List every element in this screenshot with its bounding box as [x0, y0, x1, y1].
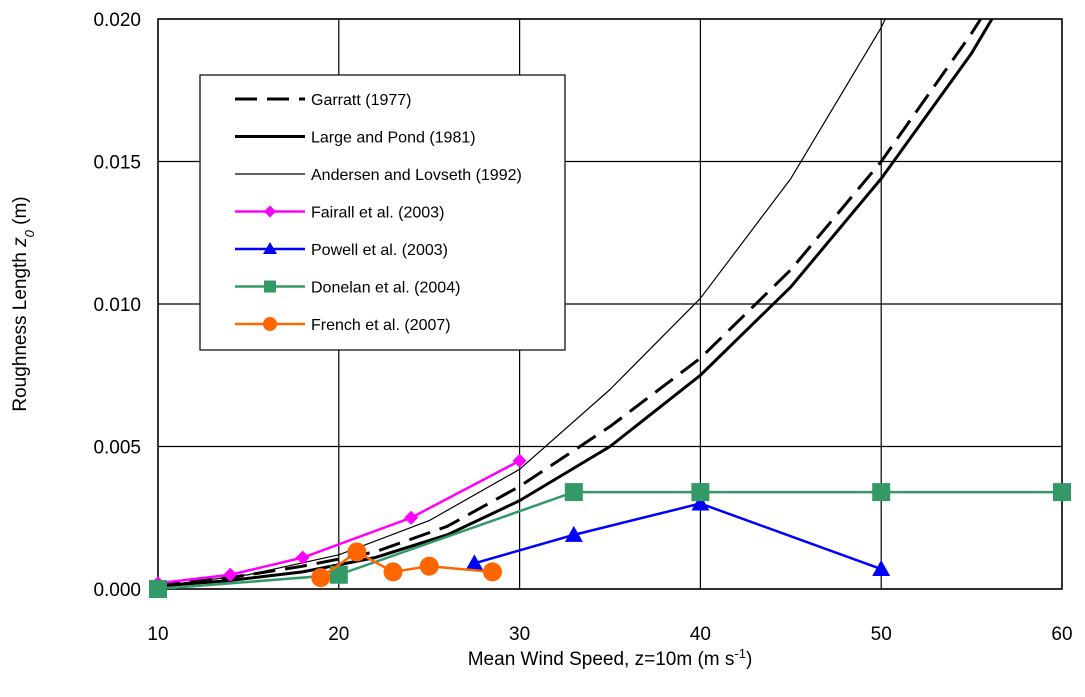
data-point — [512, 453, 527, 468]
data-point — [295, 550, 310, 565]
data-point — [404, 510, 419, 525]
data-point — [223, 567, 238, 582]
x-tick-label: 30 — [509, 624, 530, 645]
series-powell-et-al-2003 — [465, 494, 891, 577]
legend-label: Large and Pond (1981) — [311, 130, 476, 147]
x-tick-label: 60 — [1051, 624, 1072, 645]
series-layer — [149, 19, 1071, 598]
data-point — [419, 556, 439, 576]
legend-item: Garratt (1977) — [235, 92, 411, 109]
series-line — [158, 19, 886, 587]
y-tick-label: 0.010 — [93, 295, 141, 316]
y-axis-title: Roughness Length z0 (m) — [10, 196, 37, 411]
legend-item: Large and Pond (1981) — [235, 130, 476, 147]
y-tick-label: 0.000 — [93, 580, 141, 601]
legend-item: Fairall et al. (2003) — [235, 205, 444, 222]
series-line — [158, 19, 983, 585]
triangle-marker — [263, 242, 277, 254]
data-point — [872, 560, 891, 577]
square-marker — [264, 280, 276, 293]
diamond-marker — [264, 205, 276, 218]
series-andersen-and-lovseth-1992 — [158, 19, 886, 587]
circle-marker — [263, 317, 277, 331]
data-point — [465, 554, 484, 571]
data-point — [329, 565, 348, 584]
data-point — [564, 483, 583, 502]
y-tick-label: 0.020 — [93, 10, 141, 31]
legend-label: Andersen and Lovseth (1992) — [311, 167, 522, 184]
tick-labels: 10 20 30 40 50 60 0.000 0.005 0.010 0.015 0.020 — [93, 10, 1072, 645]
legend-marker — [263, 242, 277, 254]
legend-label: Fairall et al. (2003) — [311, 205, 444, 222]
x-axis-title: Mean Wind Speed, z=10m (m s-1) — [468, 646, 753, 671]
x-tick-label: 20 — [328, 624, 349, 645]
series-large-and-pond-1981 — [158, 19, 994, 588]
legend-label: French et al. (2007) — [311, 317, 451, 334]
data-point — [311, 568, 331, 588]
y-tick-label: 0.005 — [93, 438, 141, 459]
legend-item: French et al. (2007) — [235, 317, 451, 334]
legend-item: Donelan et al. (2004) — [235, 280, 460, 297]
legend-label: Powell et al. (2003) — [311, 242, 448, 259]
data-point — [1053, 483, 1071, 502]
legend-marker — [264, 280, 276, 293]
data-point — [149, 580, 167, 598]
x-tick-label: 50 — [871, 624, 892, 645]
legend: Garratt (1977) Large and Pond (1981) Ander… — [199, 74, 566, 351]
series-line — [474, 502, 882, 571]
legend-label: Donelan et al. (2004) — [311, 280, 460, 297]
y-tick-label: 0.015 — [93, 153, 141, 174]
series-french-et-al-2007 — [311, 542, 502, 588]
series-donelan-et-al-2004 — [149, 483, 1071, 598]
series-garratt-1977 — [158, 19, 983, 585]
data-point — [564, 525, 583, 542]
legend-marker — [264, 205, 276, 218]
data-point — [347, 542, 367, 562]
data-point — [691, 494, 710, 511]
data-point — [872, 483, 891, 502]
legend-marker — [263, 317, 277, 331]
legend-label: Garratt (1977) — [311, 92, 411, 109]
series-line — [158, 490, 1062, 589]
data-point — [482, 562, 502, 582]
x-tick-label: 40 — [690, 624, 711, 645]
plot-area-frame — [157, 18, 1063, 590]
legend-item: Powell et al. (2003) — [235, 242, 448, 259]
series-line — [158, 19, 994, 588]
legend-item: Andersen and Lovseth (1992) — [235, 167, 522, 184]
data-point — [691, 483, 710, 502]
data-point — [383, 562, 403, 582]
x-tick-label: 10 — [147, 624, 168, 645]
